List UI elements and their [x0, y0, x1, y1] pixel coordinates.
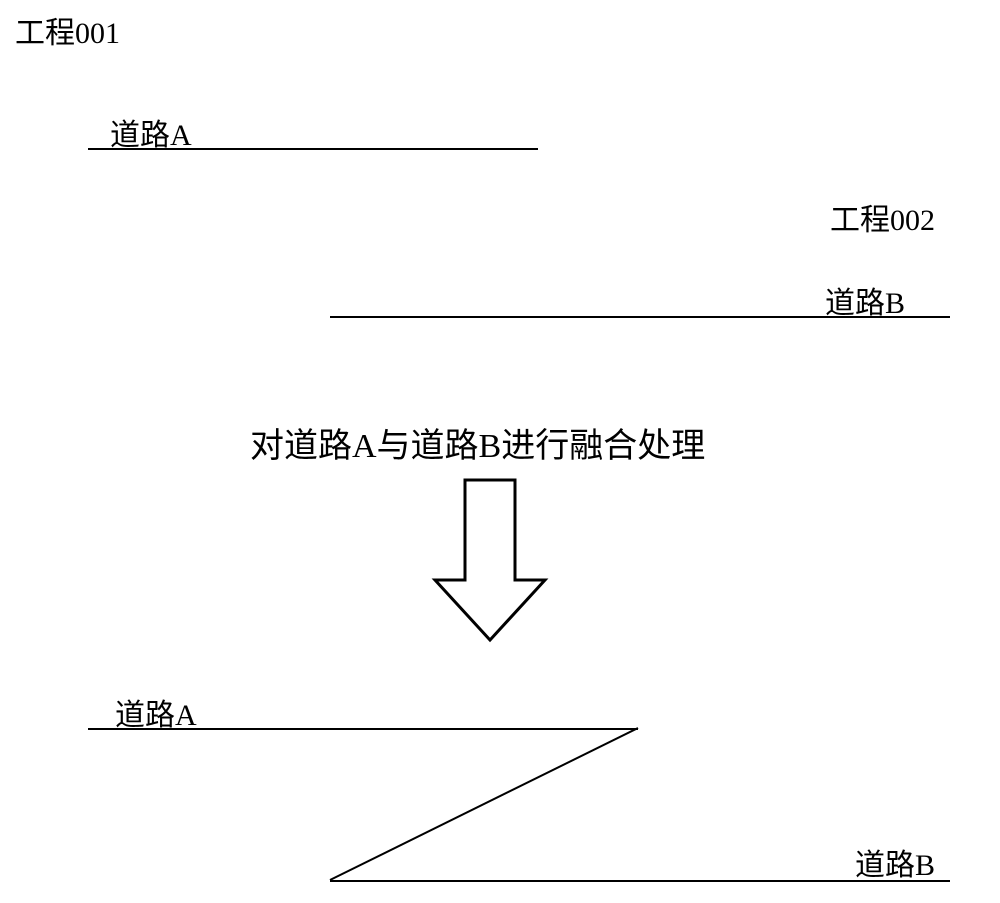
- road-b-top-line: [330, 316, 950, 318]
- road-a-bottom-line: [88, 728, 638, 730]
- road-b-bottom-line: [330, 880, 950, 882]
- project-001-label: 工程001: [15, 8, 120, 52]
- road-a-top-line: [88, 148, 538, 150]
- down-arrow-icon: [435, 480, 545, 640]
- road-b-bottom-label: 道路B: [855, 840, 935, 884]
- merge-caption: 对道路A与道路B进行融合处理: [250, 418, 705, 467]
- merge-connector-line: [330, 728, 638, 880]
- project-002-label: 工程002: [830, 195, 935, 239]
